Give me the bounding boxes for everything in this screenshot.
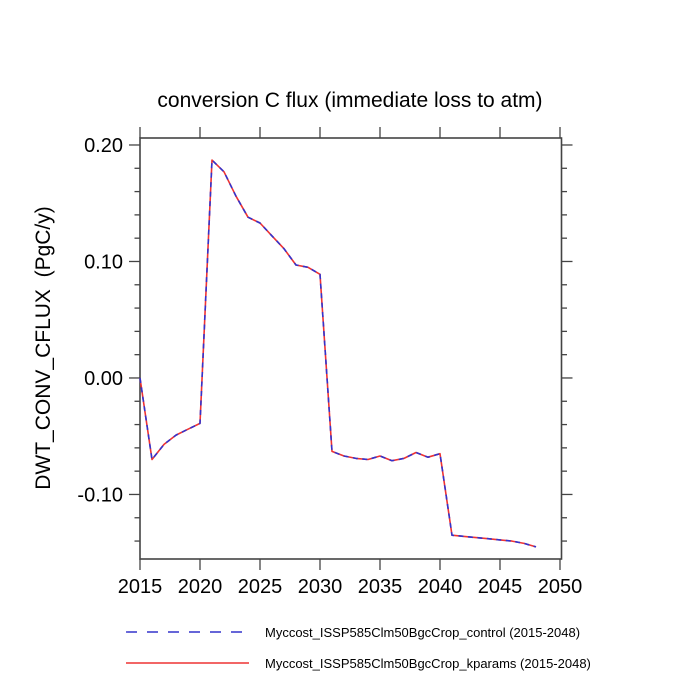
series-line-0	[139, 159, 537, 548]
chart-title: conversion C flux (immediate loss to atm…	[157, 89, 543, 112]
svg-text:2050: 2050	[538, 576, 583, 598]
svg-text:0.00: 0.00	[84, 368, 123, 390]
series-line-1	[139, 159, 537, 548]
svg-text:2035: 2035	[358, 576, 403, 598]
svg-text:2020: 2020	[178, 576, 223, 598]
svg-text:2025: 2025	[238, 576, 283, 598]
dashed-line-icon	[126, 631, 249, 633]
legend-item-control: Myccost_ISSP585Clm50BgcCrop_control (201…	[125, 624, 580, 640]
legend-label-kparams: Myccost_ISSP585Clm50BgcCrop_kparams (201…	[265, 655, 591, 671]
solid-line-icon	[126, 662, 249, 664]
legend-item-kparams: Myccost_ISSP585Clm50BgcCrop_kparams (201…	[125, 655, 591, 671]
svg-text:2045: 2045	[478, 576, 523, 598]
svg-text:-0.10: -0.10	[77, 484, 123, 506]
svg-text:0.20: 0.20	[84, 135, 123, 157]
legend-label-control: Myccost_ISSP585Clm50BgcCrop_control (201…	[265, 624, 581, 640]
svg-text:2015: 2015	[118, 576, 163, 598]
svg-text:2030: 2030	[298, 576, 343, 598]
svg-text:2040: 2040	[418, 576, 463, 598]
svg-text:0.10: 0.10	[84, 251, 123, 273]
